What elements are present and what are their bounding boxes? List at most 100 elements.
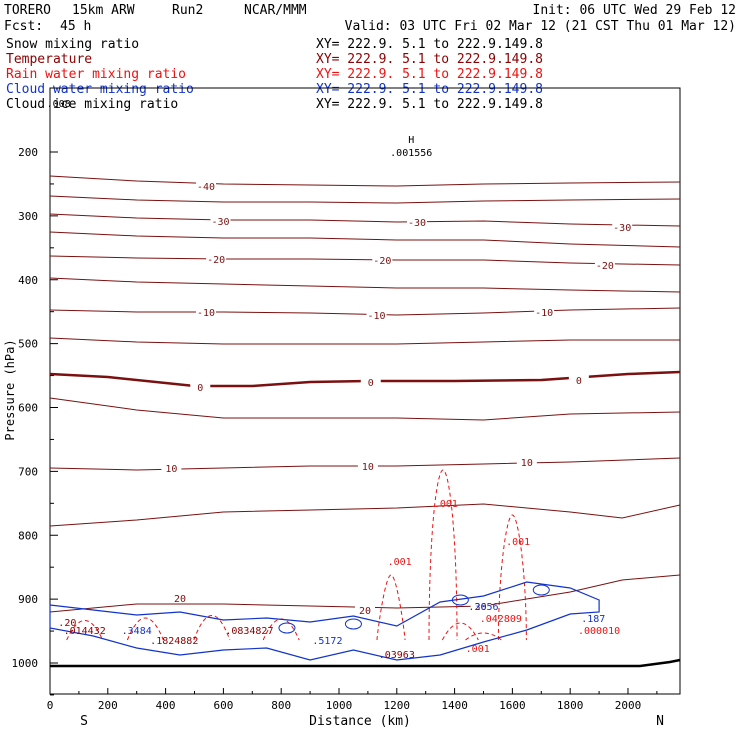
contour-label-bg xyxy=(196,180,217,191)
x-tick-label: 800 xyxy=(271,699,291,712)
field-name: Cloud water mixing ratio xyxy=(6,82,194,97)
rain-water-label: .001 xyxy=(388,557,412,568)
contour-label-bg xyxy=(612,221,633,232)
field-name: Temperature xyxy=(6,52,92,67)
max-marker: .014432 xyxy=(64,626,106,637)
y-tick-label: 400 xyxy=(18,274,38,287)
rain-water-contour xyxy=(441,622,479,641)
max-marker: .20 xyxy=(58,618,76,629)
x-tick-label: 1400 xyxy=(441,699,468,712)
y-tick-label: 300 xyxy=(18,210,38,223)
max-marker: .3484 xyxy=(122,626,152,637)
temperature-contour-label: 0 xyxy=(197,383,203,394)
contour-label-bg xyxy=(357,460,378,471)
temperature-contours: -40 -30 -30 -30 -20 -20 -20 -10 -10 -10 0 0 0 10 10 10 2… xyxy=(49,175,681,617)
forecast-value: 45 h xyxy=(60,19,91,34)
temperature-contour xyxy=(49,503,681,527)
temperature-contour xyxy=(49,277,681,293)
field-xy-range: XY= 222.9. 5.1 to 222.9.149.8 xyxy=(316,52,543,67)
cloud-water-contours xyxy=(49,581,600,661)
x-tick-label: 1600 xyxy=(499,699,526,712)
temperature-contour-label: -20 xyxy=(596,261,614,272)
contour-label-bg xyxy=(534,306,555,317)
x-tick-label: 0 xyxy=(47,699,54,712)
header: TORERO 15km ARW Run2 NCAR/MMM Init: 06 U… xyxy=(4,3,736,34)
max-marker: .001 xyxy=(466,644,490,655)
y-axis-title: Pressure (hPa) xyxy=(3,339,17,440)
contour-label-bg xyxy=(196,306,217,317)
x-tick-label: 1200 xyxy=(384,699,411,712)
temperature-contour xyxy=(49,307,681,316)
x-tick-label: 200 xyxy=(98,699,118,712)
model-name: TORERO xyxy=(4,3,51,18)
field-name: Snow mixing ratio xyxy=(6,37,139,52)
max-annotations: H .001556 .008 .014432 .3484.1824882 .0834827… xyxy=(47,99,621,661)
plot-frame xyxy=(49,87,681,695)
contour-label-bg xyxy=(470,600,491,611)
temperature-contour-label: -20 xyxy=(373,256,391,267)
rain-water-contour xyxy=(428,469,458,641)
x-tick-label: 2000 xyxy=(615,699,642,712)
temperature-contour xyxy=(49,397,681,421)
field-name: Rain water mixing ratio xyxy=(6,67,186,82)
terrain-line xyxy=(50,658,681,668)
y-tick-label: 1000 xyxy=(12,657,39,670)
x-tick-label: 1800 xyxy=(557,699,584,712)
contour-label-bg xyxy=(190,381,211,392)
temperature-contour xyxy=(49,457,681,471)
temperature-contour-label: -30 xyxy=(613,223,631,234)
temperature-contour-label: -30 xyxy=(211,217,229,228)
valid-time: Valid: 03 UTC Fri 02 Mar 12 (21 CST Thu … xyxy=(345,19,736,34)
run-label: Run2 xyxy=(172,3,203,18)
right-endpoint-label: N xyxy=(656,714,664,729)
contour-label-bg xyxy=(210,215,231,226)
y-tick-label: 600 xyxy=(18,402,38,415)
y-tick-label: 900 xyxy=(18,593,38,606)
field-xy-range: XY= 222.9. 5.1 to 222.9.149.8 xyxy=(316,97,543,112)
temperature-contour xyxy=(49,195,681,204)
contour-label-bg xyxy=(360,376,381,387)
field-xy-range: XY= 222.9. 5.1 to 222.9.149.8 xyxy=(316,67,543,82)
rain-water-contour xyxy=(376,574,406,641)
temperature-contour-label: -20 xyxy=(207,255,225,266)
cloud-water-contour xyxy=(278,622,296,634)
max-marker: .042809 xyxy=(480,614,522,625)
temperature-contour-label: 10 xyxy=(521,458,533,469)
init-time: Init: 06 UTC Wed 29 Feb 12 xyxy=(533,3,737,18)
rain-water-contour xyxy=(66,620,104,641)
temperature-contour-label: -10 xyxy=(535,308,553,319)
rain-water-contour xyxy=(497,514,527,641)
contour-label-bg xyxy=(568,374,589,385)
max-marker: H xyxy=(408,135,414,146)
y-tick-label: 800 xyxy=(18,529,38,542)
cloud-water-contour xyxy=(532,584,550,596)
temperature-contour-label: 20 xyxy=(475,602,487,613)
temperature-contour-label: -10 xyxy=(197,308,215,319)
temperature-contour xyxy=(49,337,680,345)
x-tick-label: 400 xyxy=(156,699,176,712)
max-value-label: .001556 xyxy=(390,148,432,159)
field-xy-range: XY= 222.9. 5.1 to 222.9.149.8 xyxy=(316,82,543,97)
left-endpoint-label: S xyxy=(80,714,88,729)
temperature-contour-label: -40 xyxy=(197,182,215,193)
temperature-contour-label: 20 xyxy=(174,594,186,605)
contour-label-bg xyxy=(516,456,537,467)
resolution-label: 15km ARW xyxy=(72,3,135,18)
axis-ticks: 0 200 400 600 800 1000 1200 1400 1600 1800 2000200… xyxy=(12,146,658,712)
rain-water-contour xyxy=(126,617,164,641)
x-tick-label: 600 xyxy=(213,699,233,712)
rain-water-contours: .001 .001 .001 xyxy=(66,469,530,641)
max-marker: .03963 xyxy=(379,650,415,661)
temperature-contour xyxy=(49,574,681,613)
contour-label-bg xyxy=(170,592,191,603)
temperature-contour xyxy=(49,175,681,187)
max-marker: .1824882 xyxy=(150,636,198,647)
temperature-contour-label: 0 xyxy=(576,376,582,387)
y-tick-label: 700 xyxy=(18,465,38,478)
max-marker: .187 xyxy=(581,614,605,625)
max-marker: .3656 xyxy=(468,602,498,613)
field-xy-range: XY= 222.9. 5.1 to 222.9.149.8 xyxy=(316,37,543,52)
y-tick-label: 500 xyxy=(18,338,38,351)
contour-label-bg xyxy=(161,462,182,473)
